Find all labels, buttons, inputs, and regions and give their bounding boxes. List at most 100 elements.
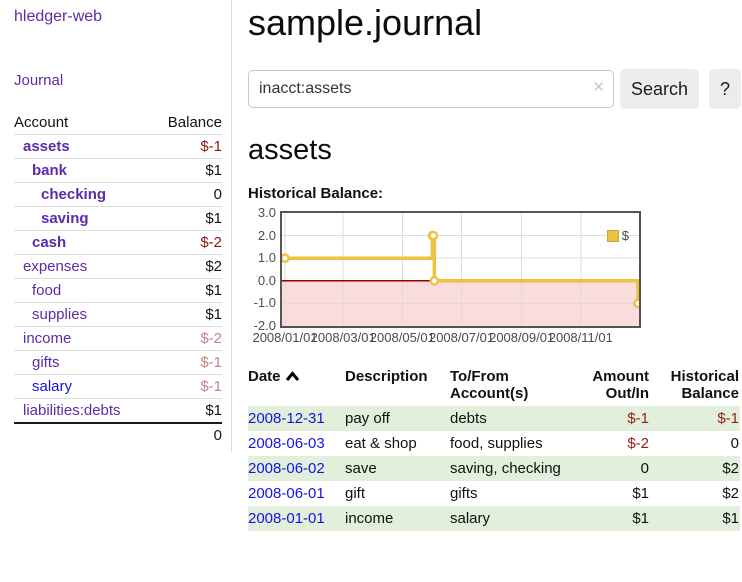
x-tick-label: 2008/07/01	[428, 330, 495, 345]
account-link-bank[interactable]: bank	[32, 162, 68, 179]
account-link-supplies[interactable]: supplies	[32, 306, 88, 323]
transaction-date-link[interactable]: 2008-06-01	[248, 485, 325, 502]
register-header-row: Date Description To/From Account(s) Amou…	[248, 366, 740, 406]
historical-balance-chart: 3.0 2.0 1.0 0.0 -1.0 -2.0 $ 2008/01/01 2008/03…	[248, 205, 741, 348]
x-tick-label: 2008/01/01	[252, 330, 318, 345]
account-link-salary[interactable]: salary	[32, 378, 73, 395]
y-tick-label: 0.0	[257, 272, 276, 288]
y-tick-label: -1.0	[253, 295, 276, 311]
account-column-header: Account	[14, 114, 69, 131]
account-link-assets[interactable]: assets	[23, 138, 70, 155]
account-link-cash[interactable]: cash	[32, 234, 67, 251]
account-balance: $-2	[200, 234, 222, 251]
account-row: supplies $1	[14, 302, 222, 327]
account-link-expenses[interactable]: expenses	[23, 258, 88, 275]
account-balance: $1	[205, 162, 222, 179]
account-balance: $2	[205, 258, 222, 275]
account-row: saving $1	[14, 206, 222, 231]
y-tick-label: 3.0	[257, 205, 276, 220]
account-row: liabilities:debts $1	[14, 398, 222, 424]
transaction-date-link[interactable]: 2008-06-03	[248, 435, 325, 452]
sort-ascending-icon	[285, 369, 300, 386]
account-row: food $1	[14, 278, 222, 303]
transaction-description: save	[345, 460, 377, 477]
help-button[interactable]: ?	[709, 69, 741, 109]
legend-swatch-icon	[606, 229, 619, 242]
amount-column-header: Amount Out/In	[592, 368, 649, 402]
y-tick-label: -2.0	[253, 318, 276, 333]
sidebar-divider	[231, 0, 232, 452]
transaction-balance: $2	[722, 485, 739, 502]
x-tick-label: 2008/09/01	[489, 330, 555, 345]
chart-y-axis: 3.0 2.0 1.0 0.0 -1.0 -2.0	[248, 203, 276, 333]
account-row: assets $-1	[14, 134, 222, 159]
x-tick-label: 2008/05/01	[369, 330, 435, 345]
account-balance: $1	[205, 210, 222, 227]
account-balance: $1	[205, 282, 222, 299]
page-title: sample.journal	[248, 2, 483, 43]
account-link-gifts[interactable]: gifts	[32, 354, 60, 371]
chart-plot-area: $	[280, 211, 641, 328]
account-row: salary $-1	[14, 374, 222, 399]
account-balance: $1	[205, 402, 222, 419]
accounts-column-header: To/From Account(s)	[450, 368, 529, 402]
date-header-label: Date	[248, 368, 281, 385]
account-balance: $-1	[200, 138, 222, 155]
register-row: 2008-06-02 save saving, checking 0 $2	[248, 456, 740, 481]
search-input[interactable]	[248, 70, 614, 108]
transaction-date-link[interactable]: 2008-12-31	[248, 410, 325, 427]
register-row: 2008-12-31 pay off debts $-1 $-1	[248, 406, 740, 431]
account-balance-table: Account Balance assets $-1 bank $1 check…	[14, 111, 222, 447]
clear-search-icon[interactable]: ✕	[592, 79, 605, 96]
transaction-accounts: gifts	[450, 485, 478, 502]
account-balance: $1	[205, 306, 222, 323]
transaction-accounts: salary	[450, 510, 491, 527]
register-row: 2008-01-01 income salary $1 $1	[248, 506, 740, 531]
total-balance: 0	[213, 427, 222, 444]
account-row: bank $1	[14, 158, 222, 183]
app-brand-link[interactable]: hledger-web	[14, 8, 103, 25]
account-balance: $-2	[200, 330, 222, 347]
transaction-balance: $2	[722, 460, 739, 477]
x-tick-label: 2008/03/01	[310, 330, 376, 345]
balance-column-header: Balance	[167, 114, 222, 131]
date-column-header[interactable]: Date	[248, 366, 345, 406]
account-balance: 0	[213, 186, 222, 203]
balance-column-header: Historical Balance	[670, 368, 739, 402]
account-link-checking[interactable]: checking	[41, 186, 107, 203]
chart-title: Historical Balance:	[248, 185, 384, 202]
x-tick-label: 2008/11/01	[548, 330, 613, 345]
account-balance: $-1	[200, 378, 222, 395]
transaction-amount: $1	[632, 485, 649, 502]
search-button[interactable]: Search	[620, 69, 699, 109]
transaction-description: income	[345, 510, 394, 527]
account-heading: assets	[248, 134, 332, 166]
account-total-row: 0	[14, 423, 222, 447]
transaction-date-link[interactable]: 2008-01-01	[248, 510, 325, 527]
transaction-amount: $-2	[627, 435, 649, 452]
transaction-description: eat & shop	[345, 435, 417, 452]
account-link-income[interactable]: income	[23, 330, 72, 347]
transaction-amount: 0	[640, 460, 649, 477]
account-row: income $-2	[14, 326, 222, 351]
y-tick-label: 1.0	[257, 250, 276, 266]
register-row: 2008-06-03 eat & shop food, supplies $-2…	[248, 431, 740, 456]
account-row: checking 0	[14, 182, 222, 207]
transaction-date-link[interactable]: 2008-06-02	[248, 460, 325, 477]
chart-x-axis: 2008/01/01 2008/03/01 2008/05/01 2008/07/01…	[252, 330, 641, 348]
y-tick-label: 2.0	[257, 227, 276, 243]
account-balance: $-1	[200, 354, 222, 371]
sidebar-item-journal[interactable]: Journal	[14, 72, 64, 89]
transaction-balance: 0	[730, 435, 739, 452]
chart-legend: $	[605, 228, 630, 243]
main-content: sample.journal ✕ Search ? assets Histori…	[232, 0, 742, 582]
account-link-food[interactable]: food	[32, 282, 62, 299]
transaction-amount: $1	[632, 510, 649, 527]
transaction-balance: $-1	[717, 410, 739, 427]
register-row: 2008-06-01 gift gifts $1 $2	[248, 481, 740, 506]
account-link-saving[interactable]: saving	[41, 210, 89, 227]
transaction-accounts: food, supplies	[450, 435, 543, 452]
transaction-amount: $-1	[627, 410, 649, 427]
account-link-liabilities-debts[interactable]: liabilities:debts	[23, 402, 121, 419]
